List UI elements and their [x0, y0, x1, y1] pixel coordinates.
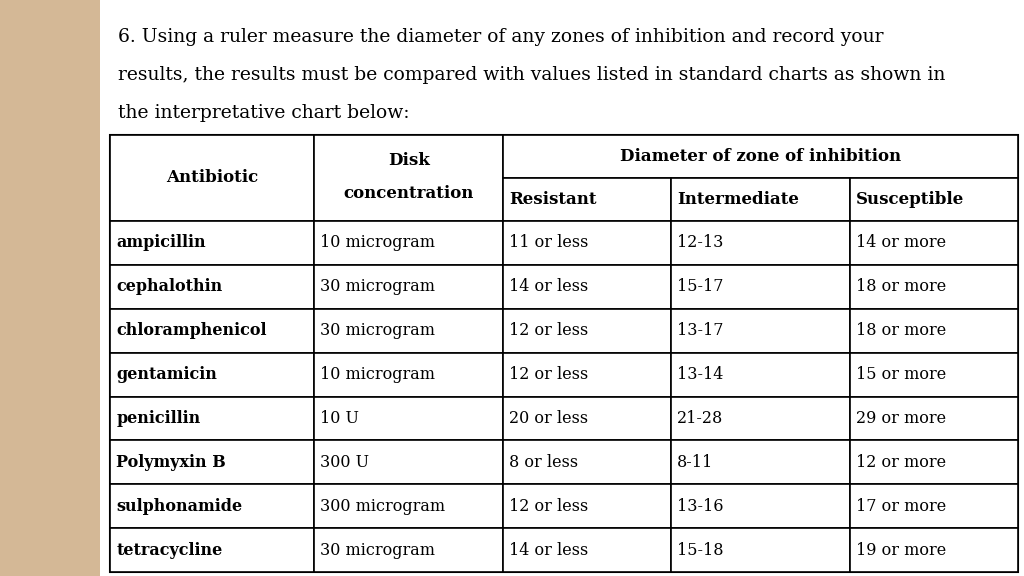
Text: 14 or less: 14 or less — [509, 541, 588, 559]
Bar — [672, 396, 850, 441]
Bar — [111, 135, 1018, 572]
Text: results, the results must be compared with values listed in standard charts as s: results, the results must be compared wi… — [119, 66, 946, 84]
Text: 12 or less: 12 or less — [509, 322, 588, 339]
Text: 29 or more: 29 or more — [856, 410, 946, 427]
Text: 12-13: 12-13 — [677, 234, 724, 252]
Bar — [850, 353, 1018, 396]
Text: gentamicin: gentamicin — [117, 366, 217, 383]
Text: 10 U: 10 U — [321, 410, 359, 427]
Bar — [314, 396, 503, 441]
Text: 12 or less: 12 or less — [509, 498, 588, 515]
Bar — [672, 441, 850, 484]
Text: 17 or more: 17 or more — [856, 498, 946, 515]
Text: 19 or more: 19 or more — [856, 541, 946, 559]
Text: 13-16: 13-16 — [677, 498, 724, 515]
Bar — [672, 221, 850, 265]
Bar — [503, 528, 672, 572]
Text: ampicillin: ampicillin — [117, 234, 206, 252]
Text: tetracycline: tetracycline — [117, 541, 222, 559]
Bar — [314, 441, 503, 484]
Bar — [672, 178, 850, 221]
Bar — [111, 528, 314, 572]
Text: the interpretative chart below:: the interpretative chart below: — [119, 104, 410, 122]
Text: 15 or more: 15 or more — [856, 366, 946, 383]
Bar — [850, 178, 1018, 221]
Text: 13-14: 13-14 — [677, 366, 724, 383]
Bar — [111, 484, 314, 528]
Bar — [672, 484, 850, 528]
Text: Intermediate: Intermediate — [677, 191, 799, 208]
Text: sulphonamide: sulphonamide — [117, 498, 243, 515]
Text: Diameter of zone of inhibition: Diameter of zone of inhibition — [620, 148, 901, 165]
Text: cephalothin: cephalothin — [117, 278, 222, 295]
Bar — [503, 135, 1018, 178]
Bar — [111, 396, 314, 441]
Text: 15-18: 15-18 — [677, 541, 724, 559]
Bar — [503, 265, 672, 309]
Bar — [314, 135, 503, 221]
Bar — [111, 309, 314, 353]
Bar — [672, 353, 850, 396]
Text: penicillin: penicillin — [117, 410, 201, 427]
Bar — [850, 265, 1018, 309]
Text: concentration: concentration — [343, 185, 474, 202]
Text: 10 microgram: 10 microgram — [321, 366, 435, 383]
Text: 14 or more: 14 or more — [856, 234, 946, 252]
Bar — [314, 309, 503, 353]
Bar — [850, 221, 1018, 265]
Text: 18 or more: 18 or more — [856, 278, 946, 295]
Text: 30 microgram: 30 microgram — [321, 278, 435, 295]
Text: 21-28: 21-28 — [677, 410, 724, 427]
Text: 14 or less: 14 or less — [509, 278, 588, 295]
Bar — [503, 441, 672, 484]
Text: 6. Using a ruler measure the diameter of any zones of inhibition and record your: 6. Using a ruler measure the diameter of… — [119, 28, 884, 46]
Text: 30 microgram: 30 microgram — [321, 322, 435, 339]
Bar — [850, 528, 1018, 572]
Text: 13-17: 13-17 — [677, 322, 724, 339]
Text: Disk: Disk — [388, 152, 430, 169]
Bar — [111, 353, 314, 396]
Bar — [672, 528, 850, 572]
Text: 11 or less: 11 or less — [509, 234, 589, 252]
Text: 30 microgram: 30 microgram — [321, 541, 435, 559]
Text: chloramphenicol: chloramphenicol — [117, 322, 267, 339]
Bar — [314, 484, 503, 528]
Bar — [111, 135, 314, 221]
Text: 10 microgram: 10 microgram — [321, 234, 435, 252]
Bar — [503, 309, 672, 353]
Text: 20 or less: 20 or less — [509, 410, 588, 427]
Bar — [503, 484, 672, 528]
Bar — [672, 265, 850, 309]
Text: Susceptible: Susceptible — [856, 191, 964, 208]
Bar — [314, 265, 503, 309]
Bar — [314, 221, 503, 265]
Bar — [850, 441, 1018, 484]
Bar — [314, 353, 503, 396]
Text: 300 U: 300 U — [321, 454, 370, 471]
Text: 8-11: 8-11 — [677, 454, 714, 471]
Text: Polymyxin B: Polymyxin B — [117, 454, 226, 471]
Bar — [111, 441, 314, 484]
Text: 8 or less: 8 or less — [509, 454, 579, 471]
Text: 12 or less: 12 or less — [509, 366, 588, 383]
Text: 300 microgram: 300 microgram — [321, 498, 445, 515]
Bar — [314, 528, 503, 572]
Bar — [850, 309, 1018, 353]
Text: 18 or more: 18 or more — [856, 322, 946, 339]
Bar — [850, 396, 1018, 441]
Bar — [672, 309, 850, 353]
Bar — [111, 221, 314, 265]
Text: Antibiotic: Antibiotic — [166, 169, 258, 187]
Bar — [503, 178, 672, 221]
Text: Resistant: Resistant — [509, 191, 597, 208]
Bar — [503, 353, 672, 396]
Bar — [503, 396, 672, 441]
Text: 15-17: 15-17 — [677, 278, 724, 295]
Bar — [111, 265, 314, 309]
Text: 12 or more: 12 or more — [856, 454, 946, 471]
Bar — [503, 221, 672, 265]
Bar — [850, 484, 1018, 528]
